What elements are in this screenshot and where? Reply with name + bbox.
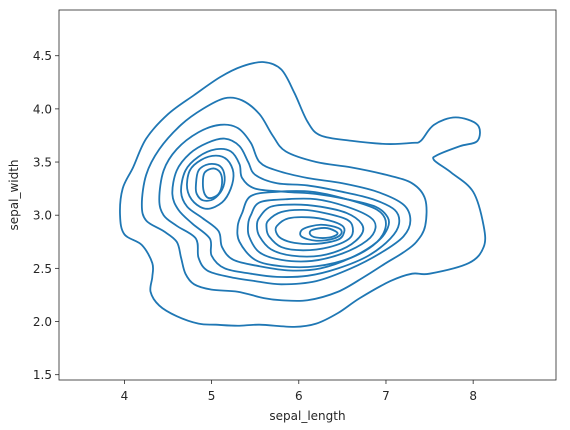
x-axis-label: sepal_length (269, 409, 345, 423)
contour-line-level-3 (158, 123, 412, 286)
x-tick-label: 6 (295, 389, 303, 403)
contour-line-level-5 (180, 147, 391, 272)
contour-line-level-9b (265, 208, 354, 252)
contour-line-level-12b (308, 227, 339, 239)
x-tick-label: 4 (121, 389, 129, 403)
contour-line-level-2 (140, 96, 428, 302)
y-tick-label: 3.0 (33, 209, 52, 223)
y-axis-label: sepal_width (7, 159, 21, 230)
contour-line-level-7b (246, 197, 377, 263)
y-tick-label: 4.5 (33, 49, 52, 63)
x-tick-label: 7 (382, 389, 390, 403)
contour-line-level-10b (274, 216, 346, 245)
contour-line-level-11b (299, 223, 343, 242)
contour-line-level-6b (236, 190, 387, 269)
x-tick-label: 8 (469, 389, 477, 403)
y-tick-label: 1.5 (33, 368, 52, 382)
contour-line-level-8 (201, 167, 224, 200)
y-tick-label: 4.0 (33, 102, 52, 116)
x-tick-label: 5 (208, 389, 216, 403)
plot-frame (58, 9, 557, 381)
y-tick-label: 3.5 (33, 156, 52, 170)
contour-line-level-4 (171, 137, 401, 278)
contour-line-level-6 (186, 154, 235, 210)
axis-ticks: 4 5 6 7 8 1.5 2.0 2.5 3.0 3.5 4.0 4.5 (33, 49, 477, 403)
contour-line-outer (119, 61, 487, 328)
y-tick-label: 2.0 (33, 315, 52, 329)
contour-line-level-7 (194, 163, 226, 202)
contour-line-level-8b (256, 203, 365, 258)
y-tick-label: 2.5 (33, 262, 52, 276)
contour-lines (119, 61, 487, 328)
plot-background (59, 10, 556, 380)
